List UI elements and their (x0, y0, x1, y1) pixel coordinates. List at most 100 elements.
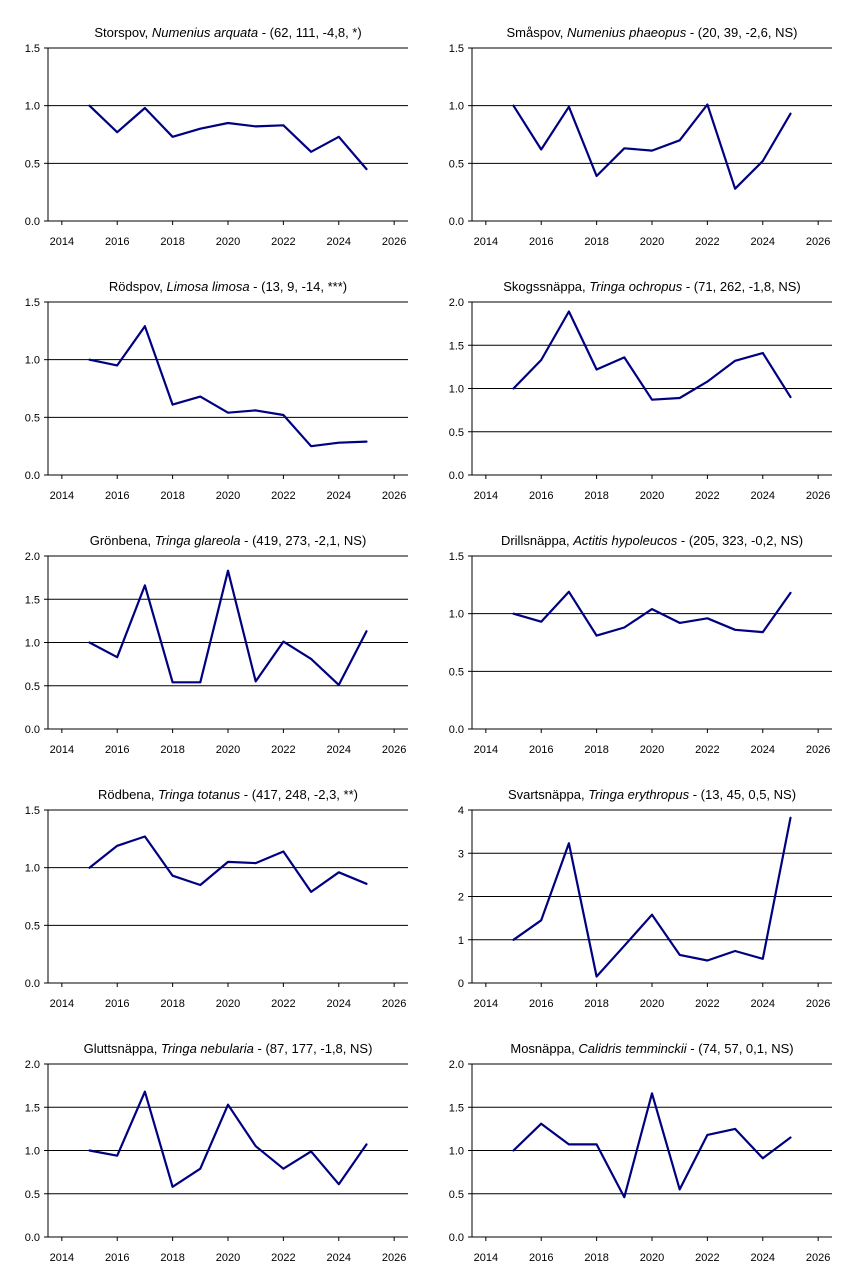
title-stats: - (417, 248, -2,3, **) (240, 787, 358, 802)
title-separator: , (582, 279, 589, 294)
title-stats: - (87, 177, -1,8, NS) (254, 1041, 373, 1056)
x-tick-label: 2020 (216, 236, 240, 248)
x-tick-label: 2018 (584, 998, 608, 1010)
chart-panel: Rödbena, Tringa totanus - (417, 248, -2,… (0, 762, 424, 1016)
title-scientific-name: Calidris temminckii (578, 1041, 687, 1056)
x-tick-label: 2022 (695, 236, 719, 248)
y-tick-label: 0.0 (449, 1232, 464, 1244)
x-tick-label: 2026 (382, 490, 406, 502)
series-line (512, 816, 792, 978)
chart-panel: Svartsnäppa, Tringa erythropus - (13, 45… (424, 762, 848, 1016)
x-tick-label: 2018 (160, 1252, 184, 1264)
x-tick-label: 2022 (695, 490, 719, 502)
chart-panel: Rödspov, Limosa limosa - (13, 9, -14, **… (0, 254, 424, 508)
title-scientific-name: Tringa nebularia (161, 1041, 254, 1056)
title-separator: , (581, 787, 588, 802)
series-line (88, 325, 368, 448)
chart-title: Drillsnäppa, Actitis hypoleucos - (205, … (501, 533, 803, 548)
x-tick-label: 2022 (695, 998, 719, 1010)
title-scientific-name: Limosa limosa (166, 279, 249, 294)
y-tick-label: 1.0 (449, 1146, 464, 1158)
x-tick-label: 2024 (327, 744, 351, 756)
x-tick-label: 2022 (695, 744, 719, 756)
y-tick-label: 2 (458, 892, 464, 904)
y-tick-label: 1.5 (449, 340, 464, 352)
title-common-name: Storspov (94, 25, 146, 40)
series-line (512, 1092, 792, 1199)
title-common-name: Svartsnäppa (508, 787, 582, 802)
chart-panel: Drillsnäppa, Actitis hypoleucos - (205, … (424, 508, 848, 762)
x-tick-label: 2020 (216, 1252, 240, 1264)
x-tick-label: 2024 (327, 236, 351, 248)
x-tick-label: 2016 (529, 236, 553, 248)
x-tick-label: 2026 (806, 744, 830, 756)
y-tick-label: 1.0 (25, 863, 40, 875)
line-chart: Rödbena, Tringa totanus - (417, 248, -2,… (25, 787, 408, 1010)
x-tick-label: 2016 (105, 998, 129, 1010)
x-tick-label: 2024 (327, 490, 351, 502)
title-common-name: Rödbena (98, 787, 152, 802)
chart-title: Svartsnäppa, Tringa erythropus - (13, 45… (508, 787, 796, 802)
x-tick-label: 2020 (640, 1252, 664, 1264)
x-tick-label: 2020 (216, 490, 240, 502)
title-separator: , (148, 533, 155, 548)
title-stats: - (205, 323, -0,2, NS) (677, 533, 803, 548)
line-chart: Storspov, Numenius arquata - (62, 111, -… (25, 25, 408, 248)
y-tick-label: 0.5 (25, 681, 40, 693)
line-chart: Mosnäppa, Calidris temminckii - (74, 57,… (449, 1041, 832, 1264)
x-tick-label: 2014 (50, 744, 74, 756)
x-tick-label: 2014 (50, 490, 74, 502)
title-common-name: Mosnäppa (510, 1041, 571, 1056)
y-tick-label: 0.5 (449, 1189, 464, 1201)
y-tick-label: 1.5 (449, 1102, 464, 1114)
title-scientific-name: Tringa totanus (158, 787, 241, 802)
chart-panel: Grönbena, Tringa glareola - (419, 273, -… (0, 508, 424, 762)
y-tick-label: 0.0 (25, 978, 40, 990)
x-tick-label: 2016 (105, 1252, 129, 1264)
y-tick-label: 1.0 (25, 355, 40, 367)
title-separator: , (159, 279, 166, 294)
y-tick-label: 0.5 (25, 158, 40, 170)
x-tick-label: 2020 (640, 998, 664, 1010)
x-tick-label: 2024 (327, 998, 351, 1010)
y-tick-label: 1.5 (25, 43, 40, 55)
title-common-name: Grönbena (90, 533, 149, 548)
title-scientific-name: Tringa glareola (155, 533, 241, 548)
y-tick-label: 1.5 (449, 551, 464, 563)
title-scientific-name: Tringa erythropus (588, 787, 689, 802)
line-chart: Rödspov, Limosa limosa - (13, 9, -14, **… (25, 279, 408, 502)
x-tick-label: 2026 (806, 236, 830, 248)
chart-title: Mosnäppa, Calidris temminckii - (74, 57,… (510, 1041, 793, 1056)
y-tick-label: 0.0 (25, 724, 40, 736)
series-line (512, 590, 792, 637)
y-tick-label: 0.0 (449, 724, 464, 736)
y-tick-label: 1.0 (25, 1146, 40, 1158)
x-tick-label: 2018 (160, 744, 184, 756)
y-tick-label: 0.0 (25, 470, 40, 482)
title-scientific-name: Tringa ochropus (589, 279, 682, 294)
y-tick-label: 0.5 (449, 158, 464, 170)
series-line (88, 569, 368, 686)
y-tick-label: 4 (458, 805, 464, 817)
title-separator: , (560, 25, 567, 40)
title-common-name: Rödspov (109, 279, 161, 294)
x-tick-label: 2020 (216, 998, 240, 1010)
title-separator: , (571, 1041, 578, 1056)
title-scientific-name: Numenius arquata (152, 25, 258, 40)
x-tick-label: 2024 (751, 1252, 775, 1264)
series-line (88, 1090, 368, 1188)
y-tick-label: 2.0 (449, 1059, 464, 1071)
x-tick-label: 2026 (382, 236, 406, 248)
chart-panel: Gluttsnäppa, Tringa nebularia - (87, 177… (0, 1016, 424, 1270)
y-tick-label: 0.0 (25, 216, 40, 228)
series-line (88, 835, 368, 893)
y-tick-label: 1.0 (25, 638, 40, 650)
title-common-name: Drillsnäppa (501, 533, 567, 548)
x-tick-label: 2018 (584, 236, 608, 248)
x-tick-label: 2022 (271, 744, 295, 756)
title-separator: , (145, 25, 152, 40)
series-line (512, 103, 792, 190)
y-tick-label: 1.5 (25, 1102, 40, 1114)
title-stats: - (62, 111, -4,8, *) (258, 25, 362, 40)
y-tick-label: 1.0 (25, 101, 40, 113)
